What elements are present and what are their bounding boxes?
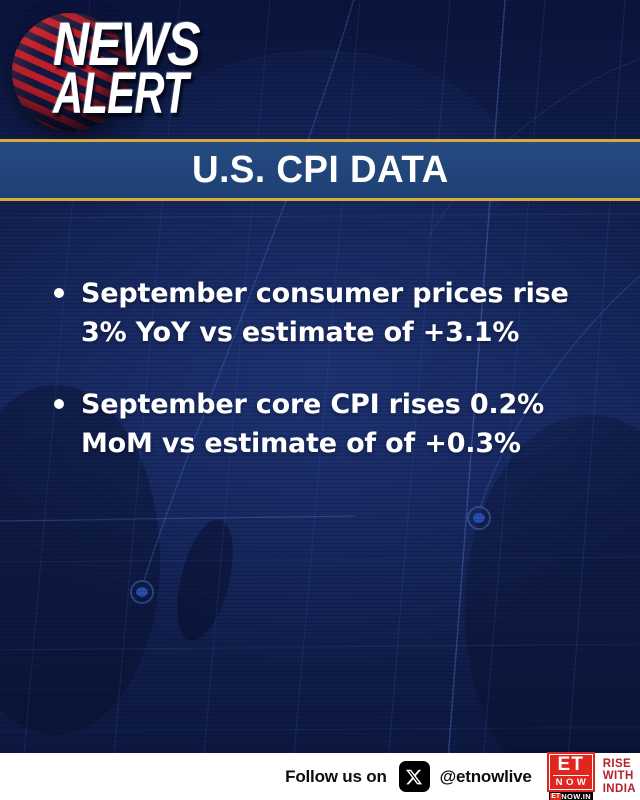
page-title: U.S. CPI DATA [191, 148, 449, 191]
et-now-logo-now: NOW [555, 776, 590, 788]
news-alert-logo-line2: ALERT [53, 61, 189, 126]
footer-bar: Follow us on @etnowlive ET NOW ET NOW.IN… [0, 751, 640, 800]
bullet-item: September core CPI rises 0.2% MoM vs est… [50, 385, 610, 463]
et-now-logo-divider [552, 774, 589, 776]
bullet-dot [54, 399, 64, 409]
news-alert-logo-line1: NEWS [53, 10, 201, 78]
tagline-line-3: INDIA [602, 782, 636, 795]
follow-us-label: Follow us on [285, 766, 387, 786]
title-bar: U.S. CPI DATA [0, 139, 640, 201]
bullet-2-line-2: MoM vs estimate of of +0.3% [81, 428, 521, 459]
bullet-2-line-1: September core CPI rises 0.2% [81, 389, 544, 420]
bullet-item: September consumer prices rise 3% YoY vs… [50, 274, 610, 352]
etnow-in-strip-et: ET [550, 792, 562, 800]
bullet-dot [54, 288, 64, 298]
et-now-logo: ET NOW ET NOW.IN [546, 751, 595, 800]
bullet-1-line-2: 3% YoY vs estimate of +3.1% [81, 317, 520, 348]
bullet-1-line-1: September consumer prices rise [81, 278, 569, 309]
et-now-logo-red-box: ET NOW [546, 751, 595, 792]
etnow-in-strip: ET NOW.IN [548, 791, 593, 800]
news-alert-logo: NEWS ALERT [0, 0, 270, 150]
bullet-text: September consumer prices rise 3% YoY vs… [81, 274, 569, 352]
bullet-list: September consumer prices rise 3% YoY vs… [50, 274, 610, 463]
tagline-line-2: WITH [602, 770, 634, 783]
x-twitter-icon [398, 761, 430, 792]
bullet-text: September core CPI rises 0.2% MoM vs est… [81, 385, 544, 463]
et-now-logo-et: ET [557, 753, 584, 775]
twitter-handle: @etnowlive [439, 766, 532, 786]
rise-with-india-tagline: RISE WITH INDIA [603, 758, 636, 796]
tagline-line-1: RISE [602, 757, 632, 770]
etnow-in-strip-nowin: NOW.IN [561, 791, 592, 800]
globe-icon [12, 13, 130, 131]
